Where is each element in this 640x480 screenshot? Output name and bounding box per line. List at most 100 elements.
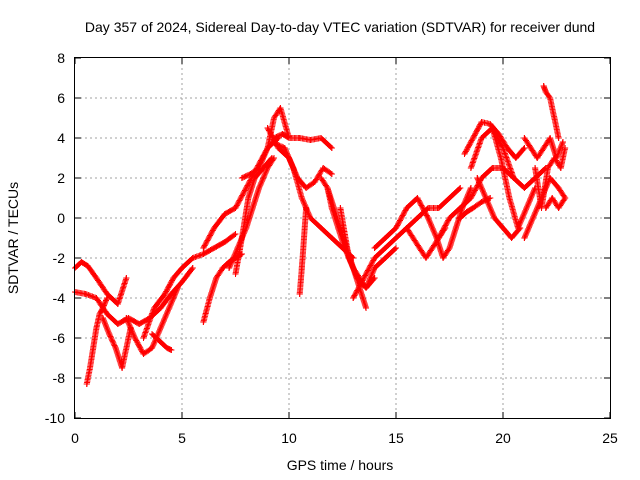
data-point (562, 195, 569, 201)
data-point (337, 205, 344, 211)
data-point (123, 275, 130, 281)
data-point (245, 195, 252, 201)
data-point (542, 205, 549, 211)
data-point (211, 245, 218, 251)
data-point (474, 175, 481, 181)
data-point (429, 245, 436, 251)
data-point (446, 215, 453, 221)
series-track-3 (83, 295, 111, 387)
y-tick-label: 8 (57, 50, 65, 66)
data-point (99, 305, 106, 311)
data-point (157, 305, 164, 311)
data-point (371, 265, 378, 271)
data-point (551, 155, 558, 161)
data-point (140, 335, 147, 341)
data-point (521, 235, 528, 241)
chart-title: Day 357 of 2024, Sidereal Day-to-day VTE… (85, 19, 595, 35)
data-point (232, 205, 239, 211)
x-tick-label: 0 (71, 430, 79, 446)
data-point (467, 195, 474, 201)
series-track-23 (425, 185, 474, 261)
data-point (298, 265, 305, 271)
data-point (213, 275, 220, 281)
data-point (510, 175, 517, 181)
data-point (286, 135, 292, 141)
data-point (382, 235, 389, 241)
series-track-33 (532, 145, 569, 211)
y-tick-label: -2 (53, 250, 66, 266)
data-point (93, 325, 100, 331)
data-point (542, 89, 549, 95)
series-track-11 (232, 155, 275, 277)
data-point (345, 255, 352, 261)
data-point (296, 291, 303, 297)
data-point (281, 145, 288, 151)
data-point (99, 315, 106, 321)
series-markers (72, 259, 130, 307)
y-tick-label: -6 (53, 330, 66, 346)
data-point (93, 275, 100, 281)
data-point (247, 171, 254, 177)
data-point (500, 225, 506, 231)
series-track-7 (149, 331, 175, 353)
data-point (549, 195, 556, 201)
data-point (478, 119, 485, 125)
data-point (371, 275, 378, 281)
series-track-16 (296, 205, 310, 297)
data-point (350, 295, 357, 301)
data-point (189, 265, 196, 271)
series-track-29 (489, 125, 539, 231)
data-point (149, 345, 156, 351)
series-track-21 (371, 195, 432, 251)
data-point (527, 145, 534, 151)
x-tick-label: 15 (388, 430, 404, 446)
series-markers (461, 119, 528, 161)
series-track-32 (540, 83, 562, 141)
data-point (264, 125, 271, 131)
data-point (221, 239, 228, 245)
data-point (82, 291, 89, 297)
data-point (414, 215, 421, 221)
data-point (136, 321, 143, 327)
data-point (318, 225, 325, 231)
data-point (489, 125, 496, 131)
data-point (307, 137, 314, 143)
data-point (551, 115, 558, 121)
data-point (161, 291, 168, 297)
data-point (106, 331, 113, 337)
data-point (497, 155, 504, 161)
data-point (279, 131, 286, 137)
data-point (452, 225, 459, 231)
data-point (416, 245, 423, 251)
y-tick-label: 6 (57, 90, 65, 106)
data-point (555, 135, 562, 141)
data-point (86, 365, 93, 371)
data-point (151, 305, 158, 311)
data-point (104, 311, 111, 317)
data-point (489, 165, 496, 171)
series-track-4 (99, 315, 134, 371)
series-track-6 (140, 231, 239, 341)
data-point (414, 195, 421, 201)
data-point (478, 199, 485, 205)
data-point (393, 245, 399, 251)
data-point (512, 155, 519, 161)
data-point (232, 231, 239, 237)
data-point (555, 205, 562, 211)
data-point (521, 145, 528, 151)
data-point (268, 139, 275, 145)
x-tick-label: 25 (602, 430, 618, 446)
data-point (271, 115, 278, 121)
data-point (467, 165, 474, 171)
data-point (200, 251, 207, 257)
data-point (318, 135, 325, 141)
data-point (482, 195, 489, 201)
data-point (170, 275, 177, 281)
y-tick-label: 4 (57, 130, 65, 146)
axis-ticks: 0 5 10 15 20 25 -10 -8 -6 -4 -2 0 2 4 6 8 (45, 50, 618, 446)
data-point (555, 185, 562, 191)
data-point (328, 171, 335, 177)
data-point (540, 83, 547, 89)
data-point (268, 155, 275, 161)
data-point (318, 175, 325, 181)
